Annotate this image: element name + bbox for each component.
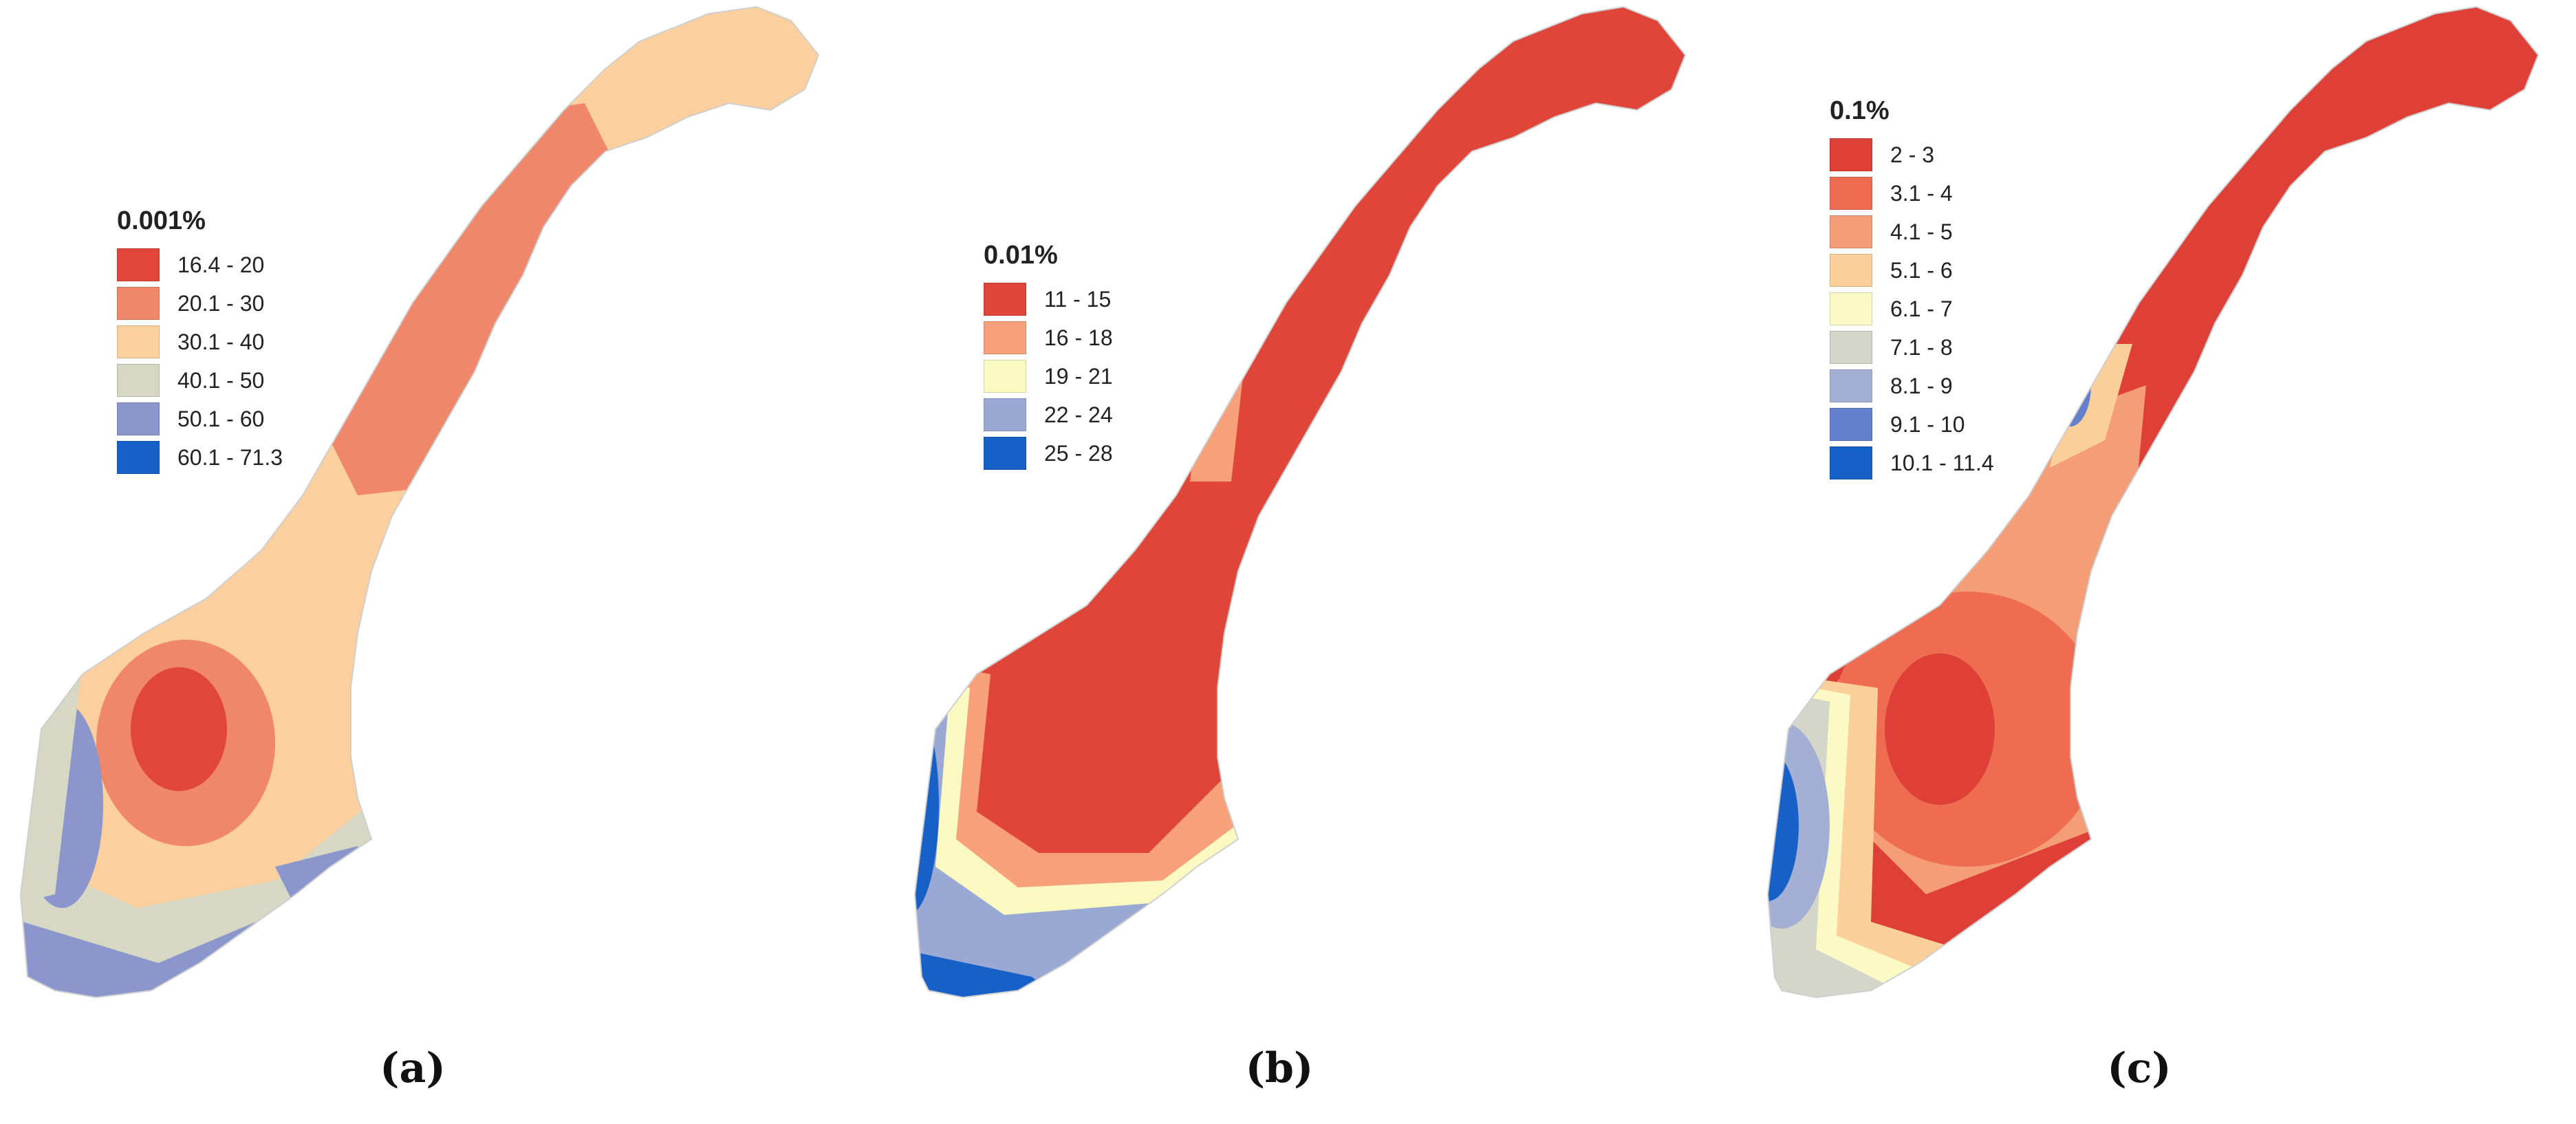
legend-item: 40.1 - 50: [117, 361, 283, 400]
legend-title: 0.001%: [117, 206, 206, 235]
legend-item: 5.1 - 6: [1830, 251, 1994, 290]
legend-items: 11 - 15 16 - 18 19 - 21 22 - 24 25 - 28: [984, 280, 1113, 473]
legend-item: 16 - 18: [984, 318, 1113, 357]
legend-swatch: [1830, 446, 1872, 479]
legend-label: 30.1 - 40: [177, 329, 265, 354]
legend-title: 0.1%: [1830, 96, 1890, 125]
legend-b: 0.01% 11 - 15 16 - 18 19 - 21 22 - 24 25 - 2…: [984, 241, 1113, 473]
legend-label: 50.1 - 60: [177, 406, 265, 431]
panel-a: 0.001% 16.4 - 20 20.1 - 30 30.1 - 40 40.1 -…: [0, 0, 853, 1124]
legend-item: 19 - 21: [984, 357, 1113, 396]
legend-title: 0.01%: [984, 241, 1058, 270]
legend-label: 25 - 28: [1044, 440, 1113, 466]
legend-label: 3.1 - 4: [1890, 180, 1953, 206]
legend-c: 0.1% 2 - 3 3.1 - 4 4.1 - 5 5.1 - 6 6.1 - 7 7.…: [1830, 96, 1994, 482]
legend-swatch: [1830, 331, 1872, 364]
legend-swatch: [1830, 408, 1872, 441]
legend-item: 3.1 - 4: [1830, 174, 1994, 213]
legend-label: 2 - 3: [1890, 142, 1935, 167]
legend-item: 4.1 - 5: [1830, 213, 1994, 251]
legend-swatch: [117, 364, 160, 397]
legend-items: 2 - 3 3.1 - 4 4.1 - 5 5.1 - 6 6.1 - 7 7.1 - 8…: [1830, 136, 1994, 482]
legend-label: 19 - 21: [1044, 363, 1113, 389]
legend-label: 5.1 - 6: [1890, 257, 1953, 283]
legend-swatch: [1830, 369, 1872, 402]
legend-swatch: [1830, 292, 1872, 325]
legend-item: 22 - 24: [984, 396, 1113, 434]
panel-c: 0.1% 2 - 3 3.1 - 4 4.1 - 5 5.1 - 6 6.1 - 7 7.…: [1720, 0, 2573, 1124]
legend-a: 0.001% 16.4 - 20 20.1 - 30 30.1 - 40 40.1 -…: [117, 206, 283, 477]
map-norway-a: [19, 6, 820, 999]
legend-item: 60.1 - 71.3: [117, 438, 283, 477]
legend-swatch: [1830, 138, 1872, 171]
legend-label: 7.1 - 8: [1890, 334, 1953, 360]
legend-item: 2 - 3: [1830, 136, 1994, 174]
legend-swatch: [984, 360, 1026, 393]
legend-item: 20.1 - 30: [117, 284, 283, 323]
legend-swatch: [117, 325, 160, 358]
legend-label: 8.1 - 9: [1890, 373, 1953, 398]
legend-label: 60.1 - 71.3: [177, 444, 283, 470]
legend-item: 11 - 15: [984, 280, 1113, 318]
map-norway-b: [913, 6, 1687, 999]
caption-b: (b): [1245, 1044, 1314, 1092]
legend-label: 40.1 - 50: [177, 367, 265, 393]
legend-item: 8.1 - 9: [1830, 367, 1994, 405]
legend-swatch: [1830, 254, 1872, 287]
legend-swatch: [1830, 215, 1872, 248]
caption-c: (c): [2107, 1044, 2172, 1092]
legend-item: 9.1 - 10: [1830, 405, 1994, 444]
legend-swatch: [984, 398, 1026, 431]
legend-label: 4.1 - 5: [1890, 219, 1953, 244]
map-norway-c: [1766, 6, 2540, 999]
legend-item: 7.1 - 8: [1830, 328, 1994, 367]
legend-swatch: [984, 321, 1026, 354]
legend-item: 10.1 - 11.4: [1830, 444, 1994, 482]
legend-item: 30.1 - 40: [117, 323, 283, 361]
legend-swatch: [1830, 177, 1872, 210]
legend-label: 11 - 15: [1044, 286, 1112, 312]
legend-swatch: [117, 287, 160, 320]
legend-label: 6.1 - 7: [1890, 296, 1953, 321]
legend-swatch: [117, 248, 160, 281]
legend-item: 6.1 - 7: [1830, 290, 1994, 328]
legend-label: 16.4 - 20: [177, 252, 265, 277]
legend-label: 20.1 - 30: [177, 290, 265, 316]
panel-b: 0.01% 11 - 15 16 - 18 19 - 21 22 - 24 25 - 2…: [860, 0, 1713, 1124]
caption-a: (a): [380, 1044, 446, 1092]
legend-swatch: [117, 441, 160, 474]
legend-label: 9.1 - 10: [1890, 411, 1965, 437]
legend-items: 16.4 - 20 20.1 - 30 30.1 - 40 40.1 - 50 50.1…: [117, 246, 283, 477]
legend-label: 16 - 18: [1044, 325, 1113, 350]
legend-item: 50.1 - 60: [117, 400, 283, 438]
legend-swatch: [984, 283, 1026, 316]
legend-swatch: [117, 402, 160, 435]
legend-swatch: [984, 437, 1026, 470]
legend-item: 16.4 - 20: [117, 246, 283, 284]
legend-label: 22 - 24: [1044, 402, 1113, 427]
legend-label: 10.1 - 11.4: [1890, 450, 1994, 475]
legend-item: 25 - 28: [984, 434, 1113, 473]
